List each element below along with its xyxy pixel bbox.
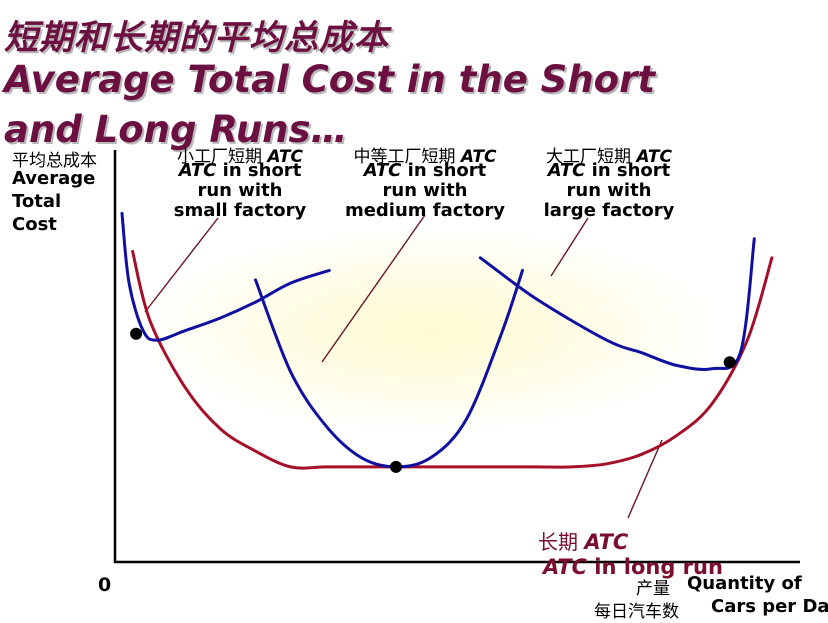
small-line1-atc: ATC xyxy=(178,160,217,181)
x-axis-label-cn-1: 产量 xyxy=(636,579,670,599)
leader-small xyxy=(144,217,219,313)
tangency-point-3 xyxy=(723,356,736,369)
large-factory-label: 大工厂短期 ATC xyxy=(546,142,672,167)
tangency-point-1 xyxy=(130,327,143,340)
series-layer xyxy=(120,211,774,470)
background-glow xyxy=(150,230,710,430)
y-axis-label-cn: 平均总成本 xyxy=(12,151,97,171)
y-axis-label-en-3: Cost xyxy=(12,214,57,235)
y-axis-label-en-1: Average xyxy=(12,168,96,189)
medium-factory-atc-curve xyxy=(254,268,524,469)
small-factory-atc-curve xyxy=(120,211,331,342)
x-axis-label-en-2: Cars per Day xyxy=(711,596,828,617)
medium-line2: run with xyxy=(382,180,468,201)
long-run-atc: ATC xyxy=(584,530,629,554)
x-axis-label-cn-2: 每日汽车数 xyxy=(594,602,679,622)
large-factory-cn: 大工厂短期 xyxy=(545,147,631,167)
large-line3: large factory xyxy=(543,200,675,221)
long-run-label: 长期 ATC xyxy=(538,526,628,555)
tangency-point-2 xyxy=(390,460,402,473)
medium-factory-en: ATC in short run with medium factory xyxy=(345,161,505,221)
leader-large xyxy=(550,217,589,277)
small-factory-en: ATC in short run with small factory xyxy=(174,161,306,221)
small-factory-atc: ATC xyxy=(267,147,304,167)
x-axis-label-en-1: Quantity of xyxy=(687,573,802,594)
large-line1-rest: in short xyxy=(585,160,671,181)
title-chinese: 短期和长期的平均总成本 xyxy=(4,18,389,58)
title-english-line-2: and Long Runs… xyxy=(4,108,348,151)
long-run-line1-rest: in long run xyxy=(586,555,723,579)
medium-factory-cn: 中等工厂短期 xyxy=(353,147,456,167)
large-line1-atc: ATC xyxy=(547,160,586,181)
long-run-en: ATC in long run xyxy=(543,555,723,579)
long-run-cn: 长期 xyxy=(538,530,578,554)
annotation-leaders xyxy=(144,214,663,519)
small-line2: run with xyxy=(197,180,283,201)
medium-factory-label: 中等工厂短期 ATC xyxy=(353,142,496,167)
medium-factory-atc: ATC xyxy=(460,147,497,167)
large-factory-atc-curve xyxy=(478,237,756,371)
y-axis-label-en-2: Total xyxy=(12,191,62,212)
long-run-atc-curve xyxy=(131,249,774,470)
leader-long-run xyxy=(627,439,663,519)
small-line1-rest: in short xyxy=(216,160,302,181)
large-factory-en: ATC in short run with large factory xyxy=(544,161,675,221)
points-layer xyxy=(130,327,736,473)
small-factory-label: 小工厂短期 ATC xyxy=(177,142,303,167)
medium-line1-rest: in short xyxy=(401,160,487,181)
small-factory-cn: 小工厂短期 xyxy=(176,147,262,167)
large-line2: run with xyxy=(566,180,652,201)
large-factory-atc: ATC xyxy=(636,147,673,167)
medium-line1-atc: ATC xyxy=(363,160,402,181)
small-line3: small factory xyxy=(173,200,307,221)
long-run-line1-atc: ATC xyxy=(543,555,587,579)
medium-line3: medium factory xyxy=(344,200,506,221)
leader-medium xyxy=(321,214,426,363)
title-english-line-1: Average Total Cost in the Short xyxy=(4,58,656,101)
origin-label: 0 xyxy=(98,574,112,596)
